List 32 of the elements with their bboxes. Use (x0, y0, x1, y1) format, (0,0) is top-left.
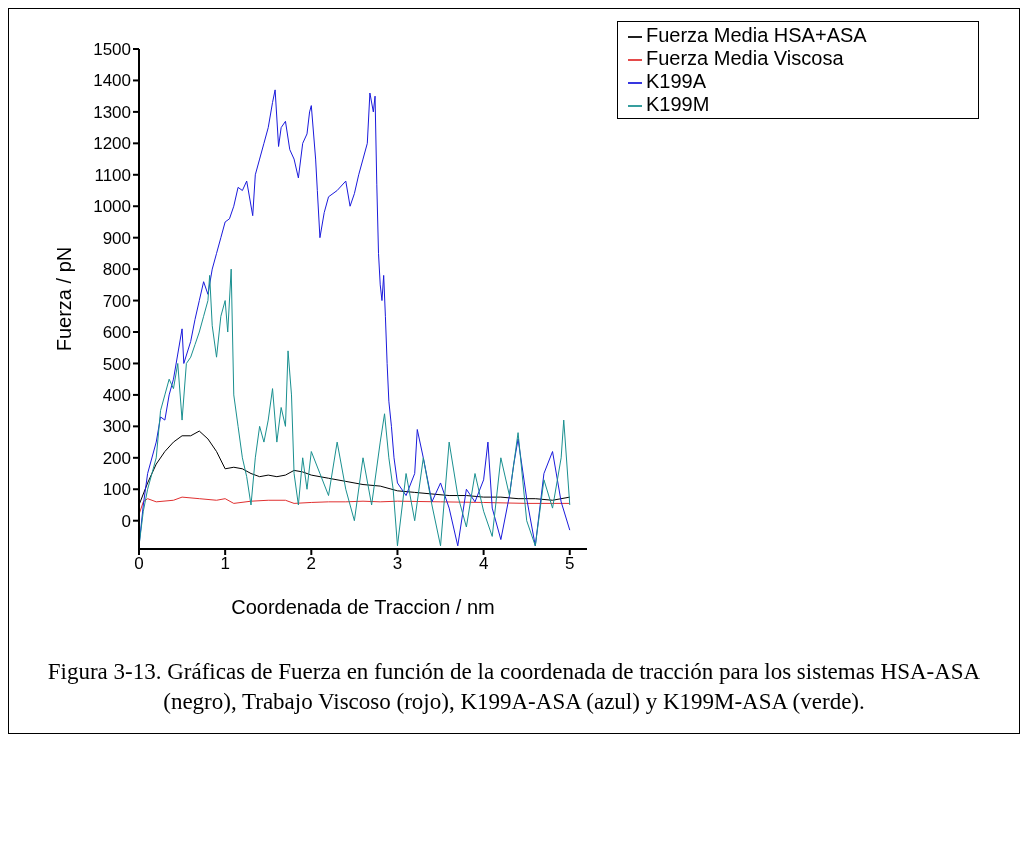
y-tick-label: 1300 (93, 102, 131, 122)
legend-label: Fuerza Media Viscosa (646, 47, 844, 69)
y-tick-label: 800 (102, 260, 131, 280)
x-tick-label: 3 (392, 554, 403, 574)
legend-label: K199M (646, 93, 710, 115)
y-tick-label: 500 (102, 354, 131, 374)
x-tick-label: 5 (565, 554, 575, 574)
text: Figura 3-13. Gráficas de Fuerza en función de la coordenada de tracción para los sistemas HSA-ASA (negro), Trabajo Viscoso (rojo), K199A-ASA (azul) y K199M-ASA (verde). (46, 658, 982, 716)
x-tick-label: 0 (134, 554, 144, 574)
x-tick-label: 4 (478, 554, 489, 574)
y-tick-label: 900 (102, 228, 131, 248)
y-tick-label: 1100 (94, 165, 131, 185)
y-tick-label: 400 (102, 385, 131, 405)
y-tick-label: 300 (102, 417, 131, 437)
y-tick-label: 100 (102, 480, 131, 500)
y-tick-label: 1500 (93, 40, 131, 60)
y-tick-label: 700 (102, 291, 131, 311)
line-series (139, 89, 571, 547)
legend-label: Fuerza Media HSA+ASA (646, 24, 867, 46)
y-tick-label: 1400 (93, 71, 131, 91)
y-tick-label: 600 (102, 323, 131, 343)
line-series (139, 496, 571, 515)
y-tick-label: 200 (102, 448, 131, 468)
y-tick-label: 0 (121, 511, 131, 531)
legend-label: K199A (646, 70, 707, 92)
x-axis-title: Coordenada de Traccion / nm (231, 596, 495, 618)
y-tick-label: 1000 (93, 197, 131, 217)
x-tick-label: 1 (220, 554, 230, 574)
x-tick-label: 2 (306, 554, 317, 574)
y-axis-title: Fuerza / pN (53, 246, 76, 352)
y-tick-label: 1200 (93, 134, 131, 154)
line-series (139, 268, 571, 547)
